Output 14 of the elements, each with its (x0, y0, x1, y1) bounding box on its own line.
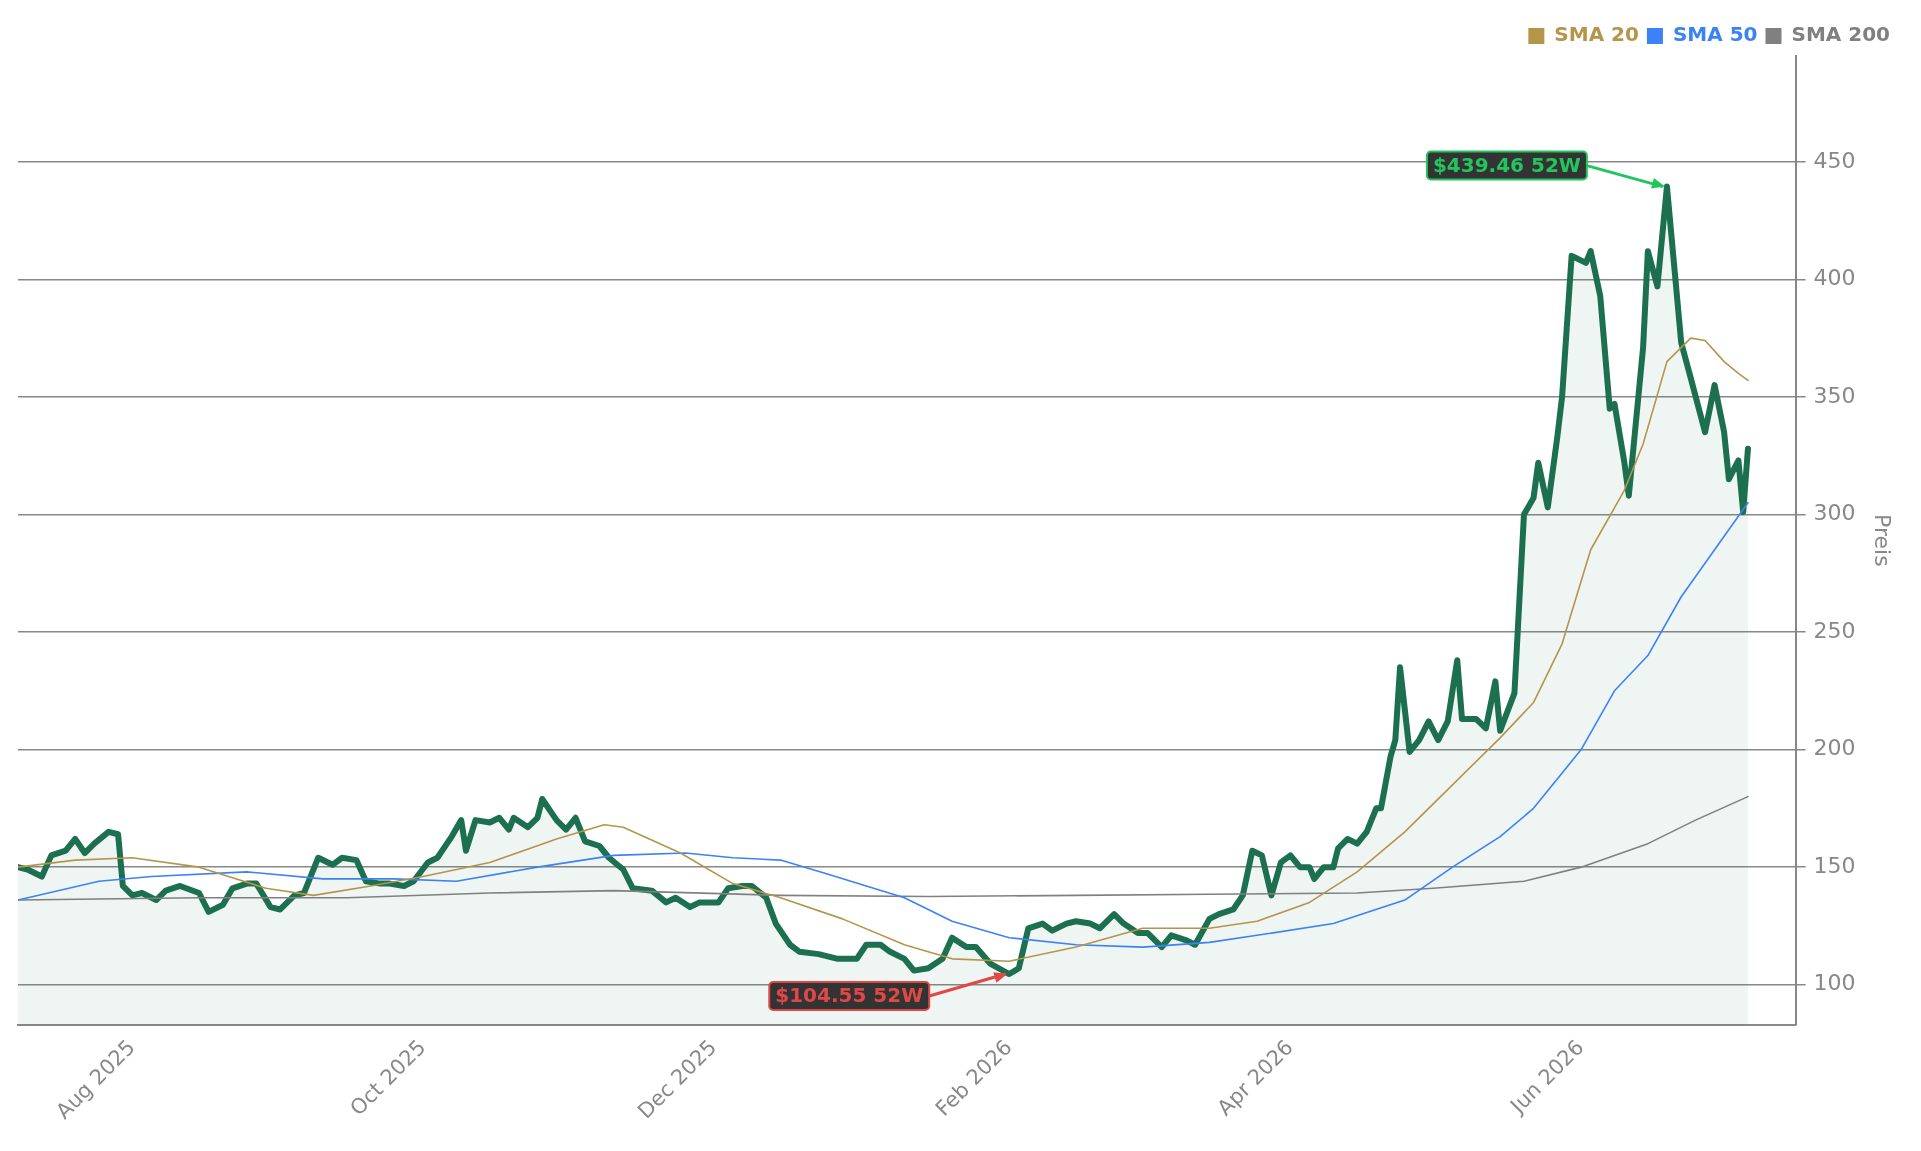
annotation: $439.46 52W (1432, 152, 1581, 177)
y-axis-title: Preis (1870, 514, 1896, 567)
legend-label: SMA 20 (1554, 22, 1639, 47)
legend-label: SMA 50 (1672, 22, 1758, 47)
y-tick-label: 250 (1813, 617, 1856, 643)
y-tick-label: 100 (1813, 970, 1856, 996)
legend-label: SMA 200 (1791, 22, 1890, 47)
y-tick-label: 450 (1813, 147, 1856, 173)
y-tick-label: 150 (1813, 852, 1856, 878)
y-tick-label: 200 (1813, 735, 1856, 761)
annotation: $104.55 52W (775, 983, 924, 1008)
y-tick-label: 300 (1813, 500, 1856, 526)
y-tick-label: 400 (1813, 265, 1856, 291)
y-tick-label: 350 (1813, 382, 1856, 408)
